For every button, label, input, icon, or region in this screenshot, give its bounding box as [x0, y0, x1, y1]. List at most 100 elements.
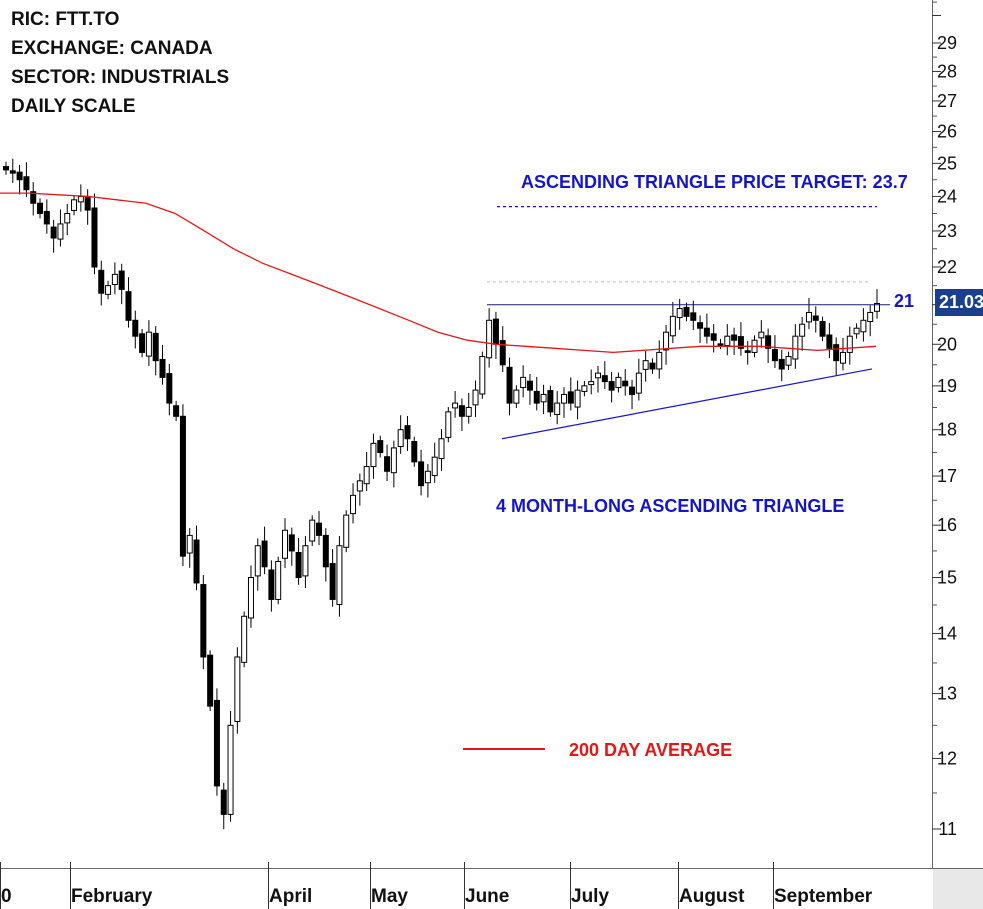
tick-label: 26 — [937, 122, 957, 142]
candle — [574, 389, 581, 408]
tick-label: 13 — [937, 684, 957, 704]
candle — [520, 376, 527, 389]
candle — [350, 494, 357, 515]
candle — [118, 270, 125, 290]
exchange-label: EXCHANGE: CANADA — [11, 38, 213, 59]
candle — [295, 552, 302, 579]
candle — [397, 429, 404, 448]
tick-label: 18 — [937, 420, 957, 440]
candle — [839, 351, 846, 364]
candle — [159, 358, 166, 378]
candle — [629, 386, 636, 395]
candle — [213, 699, 220, 787]
candle — [472, 389, 479, 406]
candle — [547, 390, 554, 413]
candle — [98, 269, 105, 294]
candle — [363, 466, 370, 485]
candle — [703, 327, 710, 337]
candle — [724, 335, 731, 346]
price-target-label: ASCENDING TRIANGLE PRICE TARGET: 23.7 — [521, 172, 908, 192]
candle — [438, 438, 445, 460]
tick-label: 28 — [937, 61, 957, 81]
scale-label: DAILY SCALE — [11, 96, 136, 117]
candle — [370, 442, 377, 468]
candle — [533, 390, 540, 404]
candle — [622, 380, 629, 387]
candle — [663, 331, 670, 351]
candle — [669, 315, 676, 337]
candle — [853, 327, 860, 335]
candle — [710, 333, 717, 341]
tick-label: 22 — [937, 257, 957, 277]
month-label: 0 — [1, 886, 12, 907]
candle — [227, 724, 234, 815]
candle — [744, 350, 751, 353]
candle — [805, 311, 812, 323]
candle — [506, 366, 513, 404]
candle — [758, 331, 765, 339]
candle — [588, 381, 595, 386]
candle — [384, 456, 391, 472]
candle — [846, 335, 853, 353]
candle — [404, 425, 411, 440]
candle — [220, 789, 227, 815]
candle — [356, 480, 363, 492]
candle — [241, 615, 248, 663]
candle — [43, 210, 50, 225]
candle — [799, 323, 806, 337]
candle — [145, 331, 152, 357]
candle — [343, 514, 350, 548]
candle — [247, 577, 254, 619]
candle — [309, 519, 316, 542]
pattern-label: 4 MONTH-LONG ASCENDING TRIANGLE — [496, 496, 845, 516]
candle — [676, 308, 683, 319]
candle — [554, 402, 561, 416]
candle — [302, 545, 309, 577]
candle — [139, 333, 146, 353]
candle — [316, 522, 323, 536]
tick-label: 12 — [937, 748, 957, 768]
candle — [567, 391, 574, 404]
candle — [581, 385, 588, 392]
candle — [486, 319, 493, 359]
candle — [23, 176, 30, 191]
ma-legend-swatch — [463, 748, 545, 750]
tick-label: 19 — [937, 376, 957, 396]
candle — [812, 315, 819, 321]
candle — [860, 319, 867, 333]
month-label: September — [774, 886, 873, 907]
month-label: April — [269, 886, 312, 907]
candle — [642, 360, 649, 370]
candle — [595, 372, 602, 379]
last-price-tag: 21.03 — [935, 289, 983, 316]
candle — [431, 456, 438, 477]
tick-label: 29 — [937, 33, 957, 53]
candle — [132, 319, 139, 337]
tick-label: 24 — [937, 186, 957, 206]
corner-box — [933, 869, 983, 909]
candle — [288, 534, 295, 552]
support-trend-line — [501, 368, 873, 440]
candle — [50, 226, 57, 239]
tick-label: 11 — [938, 819, 957, 839]
sector-label: SECTOR: INDUSTRIALS — [11, 67, 230, 88]
candle — [268, 569, 275, 600]
candle — [771, 349, 778, 362]
candle — [336, 545, 343, 605]
candle — [424, 470, 431, 484]
candle — [91, 207, 98, 268]
candle — [173, 405, 180, 417]
candle — [445, 411, 452, 438]
candle — [697, 322, 704, 329]
candle — [234, 656, 241, 722]
candle — [37, 202, 44, 215]
candle — [513, 389, 520, 404]
tick-label: 27 — [937, 91, 957, 111]
resistance-level-label: 21 — [894, 291, 915, 311]
candle — [560, 393, 567, 404]
candle — [71, 199, 78, 211]
candle — [615, 376, 622, 389]
candle — [690, 312, 697, 321]
